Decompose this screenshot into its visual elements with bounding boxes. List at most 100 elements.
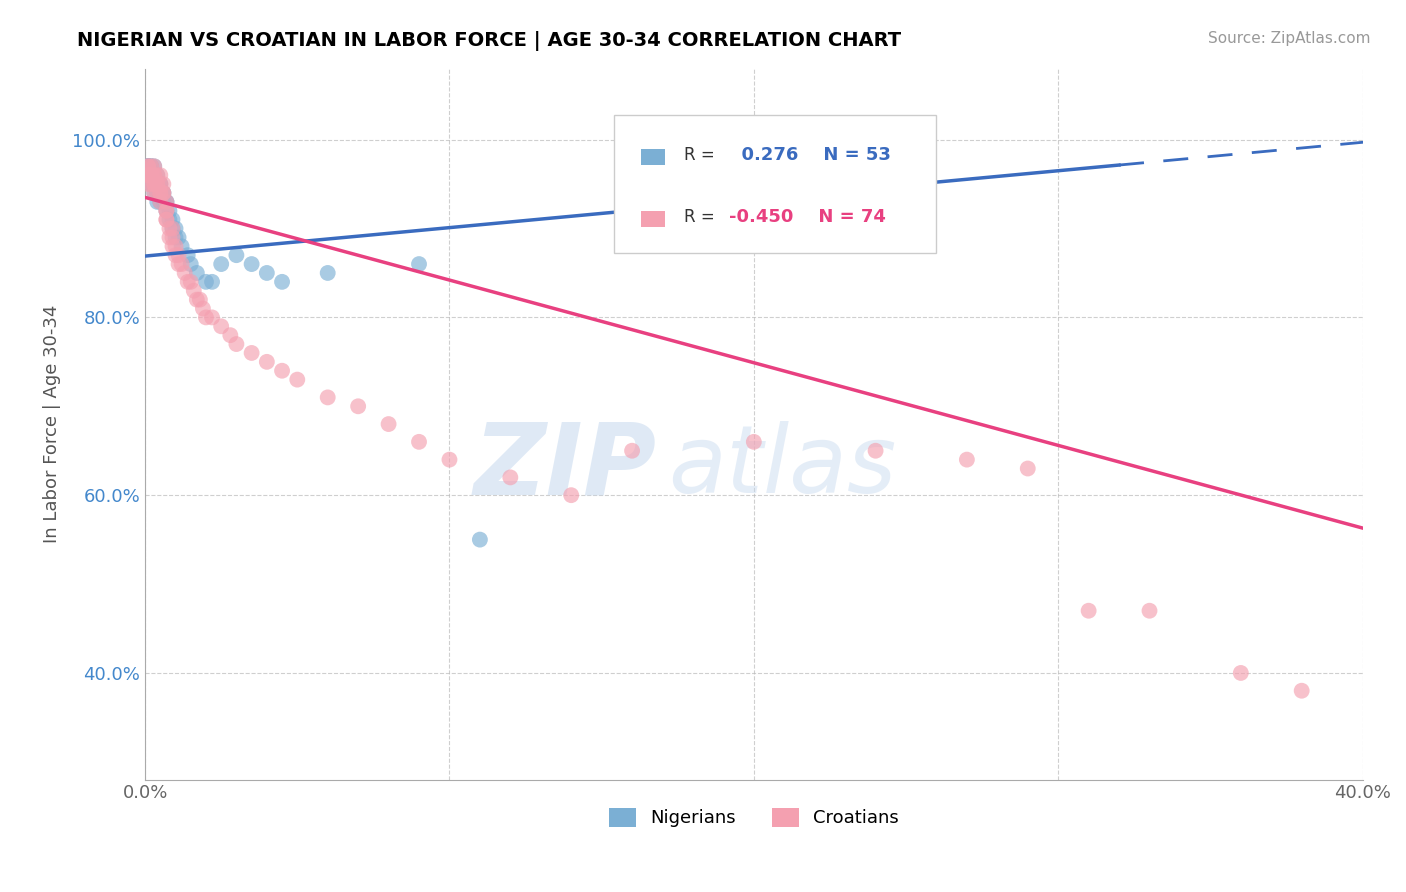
Point bbox=[180, 275, 202, 289]
Point bbox=[141, 159, 163, 173]
Point bbox=[167, 230, 190, 244]
Point bbox=[143, 177, 166, 191]
Point bbox=[136, 159, 159, 173]
Point bbox=[146, 177, 169, 191]
Point bbox=[225, 248, 247, 262]
Point bbox=[155, 203, 177, 218]
Point bbox=[143, 186, 166, 200]
Point bbox=[194, 310, 217, 325]
Point bbox=[146, 186, 169, 200]
Point bbox=[155, 203, 177, 218]
Point bbox=[143, 159, 166, 173]
Point bbox=[256, 266, 278, 280]
Point bbox=[347, 399, 370, 413]
Point bbox=[136, 159, 159, 173]
Point bbox=[149, 168, 172, 182]
Point bbox=[136, 177, 159, 191]
Point bbox=[271, 275, 294, 289]
Point bbox=[152, 186, 174, 200]
Point bbox=[316, 391, 339, 405]
Point bbox=[240, 346, 263, 360]
Point bbox=[162, 221, 184, 235]
Point bbox=[621, 443, 644, 458]
Point bbox=[162, 221, 184, 235]
Point bbox=[209, 319, 232, 334]
Point bbox=[146, 177, 169, 191]
Point bbox=[143, 168, 166, 182]
Point bbox=[141, 177, 163, 191]
Bar bbox=[641, 211, 665, 227]
Point bbox=[256, 355, 278, 369]
Point bbox=[468, 533, 491, 547]
Point bbox=[136, 168, 159, 182]
Point bbox=[191, 301, 214, 316]
Point bbox=[141, 168, 163, 182]
Point bbox=[170, 257, 193, 271]
Point bbox=[165, 230, 187, 244]
Point bbox=[141, 159, 163, 173]
Point bbox=[136, 168, 159, 182]
Point bbox=[186, 293, 208, 307]
Point bbox=[136, 159, 159, 173]
Point bbox=[186, 266, 208, 280]
Point bbox=[316, 266, 339, 280]
Point bbox=[143, 168, 166, 182]
Y-axis label: In Labor Force | Age 30-34: In Labor Force | Age 30-34 bbox=[44, 305, 60, 543]
Point bbox=[152, 194, 174, 209]
Point bbox=[499, 470, 522, 484]
Point bbox=[146, 177, 169, 191]
Point bbox=[143, 177, 166, 191]
Point bbox=[152, 177, 174, 191]
Point bbox=[155, 194, 177, 209]
Point bbox=[1139, 604, 1161, 618]
Point bbox=[152, 186, 174, 200]
Point bbox=[149, 186, 172, 200]
Point bbox=[165, 239, 187, 253]
Point bbox=[141, 168, 163, 182]
Point bbox=[209, 257, 232, 271]
Point bbox=[865, 443, 887, 458]
Point bbox=[146, 186, 169, 200]
Point bbox=[188, 293, 211, 307]
Point bbox=[155, 194, 177, 209]
Point bbox=[149, 177, 172, 191]
Bar bbox=[641, 149, 665, 164]
Point bbox=[219, 328, 242, 343]
Point bbox=[143, 168, 166, 182]
Text: R =: R = bbox=[685, 208, 720, 226]
Point bbox=[408, 434, 430, 449]
Point bbox=[177, 248, 200, 262]
Point bbox=[143, 177, 166, 191]
Point bbox=[170, 239, 193, 253]
Point bbox=[194, 275, 217, 289]
Point bbox=[159, 230, 181, 244]
Point bbox=[159, 221, 181, 235]
Point bbox=[1017, 461, 1039, 475]
Point bbox=[377, 417, 399, 431]
Text: 0.276    N = 53: 0.276 N = 53 bbox=[730, 145, 891, 163]
Legend: Nigerians, Croatians: Nigerians, Croatians bbox=[602, 801, 907, 835]
Point bbox=[146, 168, 169, 182]
Point bbox=[1291, 683, 1313, 698]
Point bbox=[149, 186, 172, 200]
Point bbox=[439, 452, 461, 467]
Point bbox=[201, 275, 224, 289]
Text: ZIP: ZIP bbox=[474, 418, 657, 516]
Point bbox=[201, 310, 224, 325]
Point bbox=[225, 337, 247, 351]
Point bbox=[956, 452, 979, 467]
Text: R =: R = bbox=[685, 145, 720, 163]
Point bbox=[143, 168, 166, 182]
Point bbox=[136, 159, 159, 173]
Point bbox=[1077, 604, 1099, 618]
Text: NIGERIAN VS CROATIAN IN LABOR FORCE | AGE 30-34 CORRELATION CHART: NIGERIAN VS CROATIAN IN LABOR FORCE | AG… bbox=[77, 31, 901, 51]
FancyBboxPatch shape bbox=[614, 115, 936, 253]
Text: -0.450    N = 74: -0.450 N = 74 bbox=[730, 208, 886, 226]
Point bbox=[141, 177, 163, 191]
Point bbox=[155, 212, 177, 227]
Point bbox=[155, 212, 177, 227]
Point bbox=[146, 177, 169, 191]
Point bbox=[408, 257, 430, 271]
Point bbox=[149, 194, 172, 209]
Point bbox=[146, 168, 169, 182]
